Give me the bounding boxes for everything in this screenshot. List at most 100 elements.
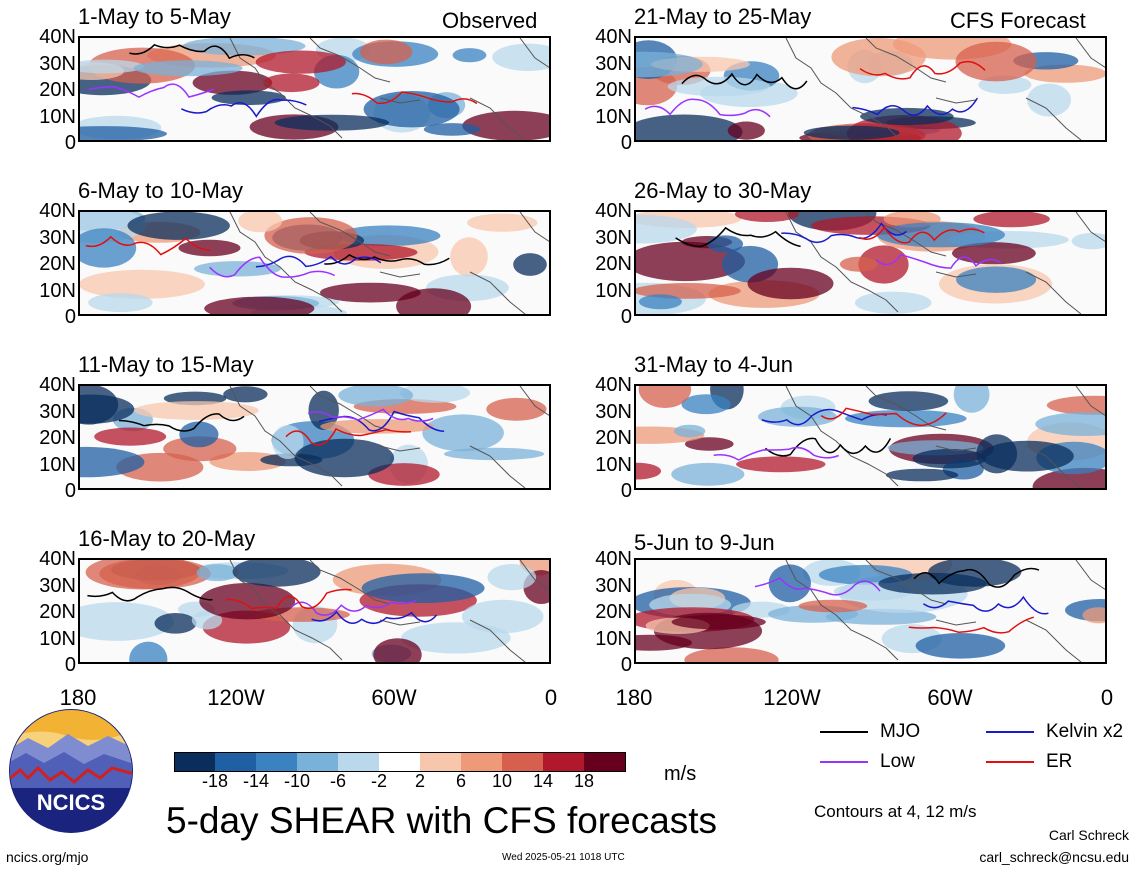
shear-blob xyxy=(885,468,959,482)
shear-blob xyxy=(211,90,286,105)
y-tick-label: 20N xyxy=(595,79,632,101)
shear-blob xyxy=(638,386,692,408)
shear-field-4 xyxy=(80,560,549,662)
shear-blob xyxy=(1046,395,1105,415)
map-panel-8 xyxy=(634,558,1107,664)
shear-blob xyxy=(80,602,174,641)
y-tick-label: 30N xyxy=(595,226,632,249)
shear-blob xyxy=(1071,232,1105,250)
y-tick-label: 30N xyxy=(595,52,632,75)
shear-blob xyxy=(80,394,135,424)
logo-text: NCICS xyxy=(37,790,105,815)
contour-kelvin-x2 xyxy=(255,255,382,268)
legend-er-label: ER xyxy=(1046,751,1073,772)
contour-er xyxy=(226,588,352,610)
email-label: carl_schreck@ncsu.edu xyxy=(979,849,1129,865)
shear-blob xyxy=(671,614,766,630)
shear-blob xyxy=(80,269,205,299)
colorbar-cell xyxy=(584,752,626,772)
contour-kelvin-x2 xyxy=(761,408,887,426)
shear-blob xyxy=(915,633,1006,659)
contour-er xyxy=(351,91,478,105)
shear-field-1 xyxy=(80,38,549,140)
contour-low xyxy=(644,98,771,118)
y-tick-label: 20N xyxy=(39,601,76,623)
shear-blob xyxy=(320,282,421,303)
contour-mjo xyxy=(118,413,245,432)
legend-mjo-label: MJO xyxy=(880,721,921,742)
shear-blob xyxy=(685,437,734,451)
shear-blob xyxy=(80,228,137,268)
shear-field-2 xyxy=(80,212,549,314)
legend-low-label: Low xyxy=(880,751,915,772)
shear-blob xyxy=(1035,412,1105,436)
shear-blob xyxy=(263,73,320,93)
contour-low xyxy=(290,599,417,616)
contour-mjo xyxy=(87,586,213,602)
contour-er xyxy=(285,427,412,446)
contour-er xyxy=(85,235,211,256)
y-tick-label: 40N xyxy=(39,374,76,396)
contour-low xyxy=(713,446,839,461)
contour-low xyxy=(754,577,881,596)
coastline xyxy=(785,560,1105,662)
shear-blob xyxy=(400,386,470,403)
shear-blob xyxy=(667,76,771,97)
contour-mjo xyxy=(681,72,808,90)
contour-low xyxy=(209,256,336,278)
shear-field-3 xyxy=(80,386,549,488)
shear-blob xyxy=(179,421,219,448)
contour-er xyxy=(908,616,1034,634)
y-tick-label: 10N xyxy=(39,105,76,128)
contour-low xyxy=(88,83,215,98)
shear-blob xyxy=(831,38,926,77)
colorbar-tick-label: -2 xyxy=(370,771,388,791)
shear-blob xyxy=(196,564,239,582)
legend-kelvin-line xyxy=(986,731,1034,733)
contour-mjo xyxy=(324,253,450,266)
shear-blob xyxy=(178,239,241,257)
colorbar-cell xyxy=(215,752,257,772)
shear-blob xyxy=(80,126,167,140)
y-tick-label: 40N xyxy=(39,200,76,222)
shear-blob xyxy=(255,50,346,74)
shear-blob xyxy=(973,212,1050,228)
colorbar-tick-label: 2 xyxy=(414,771,426,791)
coastline xyxy=(229,386,549,488)
shear-blob xyxy=(274,114,390,131)
shear-blob xyxy=(80,59,144,74)
x-tick-right-0: 0 xyxy=(1100,685,1114,710)
coastline xyxy=(785,212,1105,314)
shear-blob xyxy=(294,438,395,478)
y-tick-label: 20N xyxy=(39,79,76,101)
contour-mjo xyxy=(913,567,1040,588)
shear-blob xyxy=(154,613,197,634)
map-panel-5 xyxy=(634,36,1107,142)
shear-blob xyxy=(636,214,697,244)
figure-title: 5-day SHEAR with CFS forecasts xyxy=(166,800,718,841)
x-tick-right-180: 180 xyxy=(615,685,653,710)
shear-blob xyxy=(956,266,1037,293)
y-tick-label: 0 xyxy=(64,480,76,502)
shear-blob xyxy=(798,599,868,613)
y-tick-label: 0 xyxy=(620,654,632,676)
y-tick-label: 30N xyxy=(39,400,76,423)
shear-blob xyxy=(734,212,799,222)
y-tick-label: 30N xyxy=(39,226,76,249)
y-tick-label: 10N xyxy=(39,627,76,650)
shear-blob xyxy=(133,60,243,77)
shear-blob xyxy=(868,391,949,411)
shear-field-6 xyxy=(636,212,1105,314)
shear-blob xyxy=(487,564,537,591)
y-tick-label: 20N xyxy=(595,253,632,275)
shear-blob xyxy=(673,424,706,438)
shear-blob xyxy=(1027,83,1072,117)
shear-blob xyxy=(707,235,744,253)
shear-blob xyxy=(272,425,304,459)
y-tick-label: 30N xyxy=(39,52,76,75)
contour-note: Contours at 4, 12 m/s xyxy=(814,802,977,821)
shear-field-7 xyxy=(636,386,1105,488)
panel-title-8: 5-Jun to 9-Jun xyxy=(634,530,775,555)
contour-kelvin-x2 xyxy=(852,97,979,116)
colorbar-cell xyxy=(543,752,585,772)
